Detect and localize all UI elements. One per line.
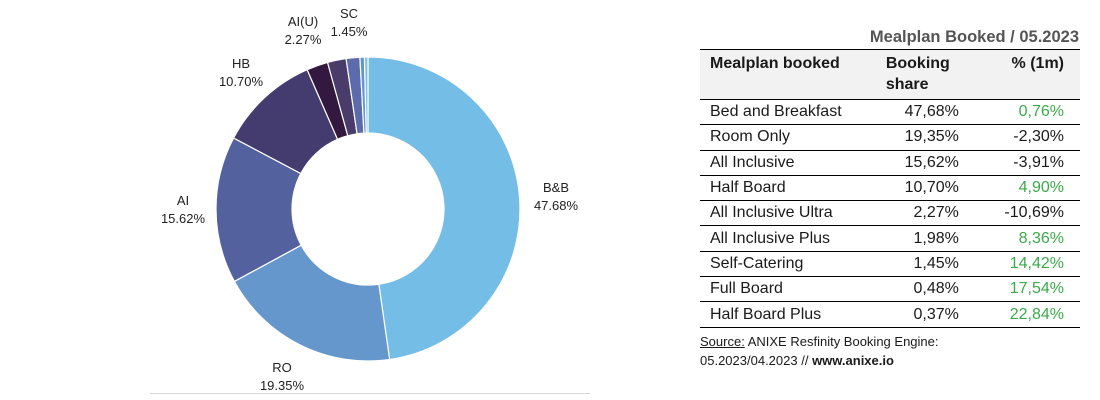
source-website: www.anixe.io bbox=[812, 352, 894, 368]
row-mealplan-name: Self-Catering bbox=[700, 251, 878, 278]
donut-slice bbox=[363, 56, 369, 134]
row-mealplan-name: All Inclusive Plus bbox=[700, 225, 878, 252]
row-change: 4,90% bbox=[976, 175, 1080, 202]
chart-baseline bbox=[150, 393, 590, 394]
donut-chart: B&B 47.68% RO 19.35% AI 15.62% HB 10.70% AI(U) 2.… bbox=[150, 0, 590, 396]
slice-value-label: 19.35% bbox=[260, 378, 305, 393]
source-text: ANIXE Resfinity Booking Engine: bbox=[747, 333, 939, 349]
table-row: Self-Catering 1,45% 14,42% bbox=[700, 251, 1080, 278]
slice-label: SC bbox=[340, 6, 358, 21]
donut-slice bbox=[233, 244, 391, 362]
row-booking-share: 0,37% bbox=[877, 301, 977, 328]
table-row: Half Board 10,70% 4,90% bbox=[700, 175, 1080, 202]
row-change: -10,69% bbox=[976, 200, 1080, 227]
table-row: Full Board 0,48% 17,54% bbox=[700, 276, 1080, 303]
row-mealplan-name: All Inclusive Ultra bbox=[700, 200, 878, 227]
source-label: Source: bbox=[700, 333, 745, 349]
slice-label: B&B bbox=[543, 180, 569, 195]
row-change: -2,30% bbox=[976, 124, 1080, 151]
row-change: -3,91% bbox=[976, 150, 1080, 176]
slice-label: HB bbox=[232, 56, 250, 71]
slice-value-label: 15.62% bbox=[161, 211, 206, 226]
row-booking-share: 2,27% bbox=[877, 200, 977, 227]
row-booking-share: 15,62% bbox=[877, 150, 977, 176]
header-share-line2: share bbox=[885, 76, 929, 93]
slice-value-label: 10.70% bbox=[219, 74, 264, 89]
table-row: Half Board Plus 0,37% 22,84% bbox=[700, 301, 1080, 328]
row-change: 14,42% bbox=[976, 251, 1080, 278]
row-mealplan-name: Full Board bbox=[700, 276, 878, 303]
header-change: % (1m) bbox=[976, 49, 1080, 100]
mealplan-table-panel: Mealplan Booked / 05.2023 Mealplan booke… bbox=[700, 28, 1085, 370]
mealplan-table: Mealplan booked Booking share % (1m) Bed… bbox=[700, 49, 1080, 328]
slice-value-label: 47.68% bbox=[534, 198, 579, 213]
row-mealplan-name: Bed and Breakfast bbox=[700, 99, 878, 126]
table-header-row: Mealplan booked Booking share % (1m) bbox=[700, 49, 1080, 100]
source-note: Source: ANIXE Resfinity Booking Engine: … bbox=[700, 332, 1085, 370]
row-booking-share: 19,35% bbox=[877, 124, 977, 151]
source-line2: 05.2023/04.2023 // bbox=[700, 352, 809, 368]
header-mealplan: Mealplan booked bbox=[700, 49, 878, 100]
row-mealplan-name: All Inclusive bbox=[700, 150, 878, 176]
header-booking-share: Booking share bbox=[877, 49, 977, 100]
slice-label: AI(U) bbox=[288, 14, 318, 29]
table-row: All Inclusive Ultra 2,27% -10,69% bbox=[700, 200, 1080, 227]
slice-value-label: 1.45% bbox=[331, 24, 368, 39]
slice-label: AI bbox=[177, 193, 189, 208]
slice-label: RO bbox=[272, 360, 292, 375]
row-booking-share: 1,45% bbox=[877, 251, 977, 278]
row-mealplan-name: Half Board bbox=[700, 175, 878, 202]
row-change: 8,36% bbox=[976, 225, 1080, 252]
slice-value-label: 2.27% bbox=[285, 32, 322, 47]
row-booking-share: 0,48% bbox=[877, 276, 977, 303]
table-row: Bed and Breakfast 47,68% 0,76% bbox=[700, 99, 1080, 126]
row-change: 17,54% bbox=[976, 276, 1080, 303]
header-share-line1: Booking bbox=[885, 55, 950, 72]
donut-slice bbox=[367, 56, 521, 361]
row-mealplan-name: Half Board Plus bbox=[700, 301, 878, 328]
table-row: All Inclusive 15,62% -3,91% bbox=[700, 150, 1080, 176]
row-change: 22,84% bbox=[976, 301, 1080, 328]
row-booking-share: 47,68% bbox=[877, 99, 977, 126]
row-change: 0,76% bbox=[976, 99, 1080, 126]
table-row: Room Only 19,35% -2,30% bbox=[700, 124, 1080, 151]
row-mealplan-name: Room Only bbox=[700, 124, 878, 151]
row-booking-share: 10,70% bbox=[877, 175, 977, 202]
donut-svg: B&B 47.68% RO 19.35% AI 15.62% HB 10.70% AI(U) 2.… bbox=[161, 6, 579, 393]
table-title: Mealplan Booked / 05.2023 bbox=[869, 28, 1079, 46]
table-row: All Inclusive Plus 1,98% 8,36% bbox=[700, 225, 1080, 252]
row-booking-share: 1,98% bbox=[877, 225, 977, 252]
